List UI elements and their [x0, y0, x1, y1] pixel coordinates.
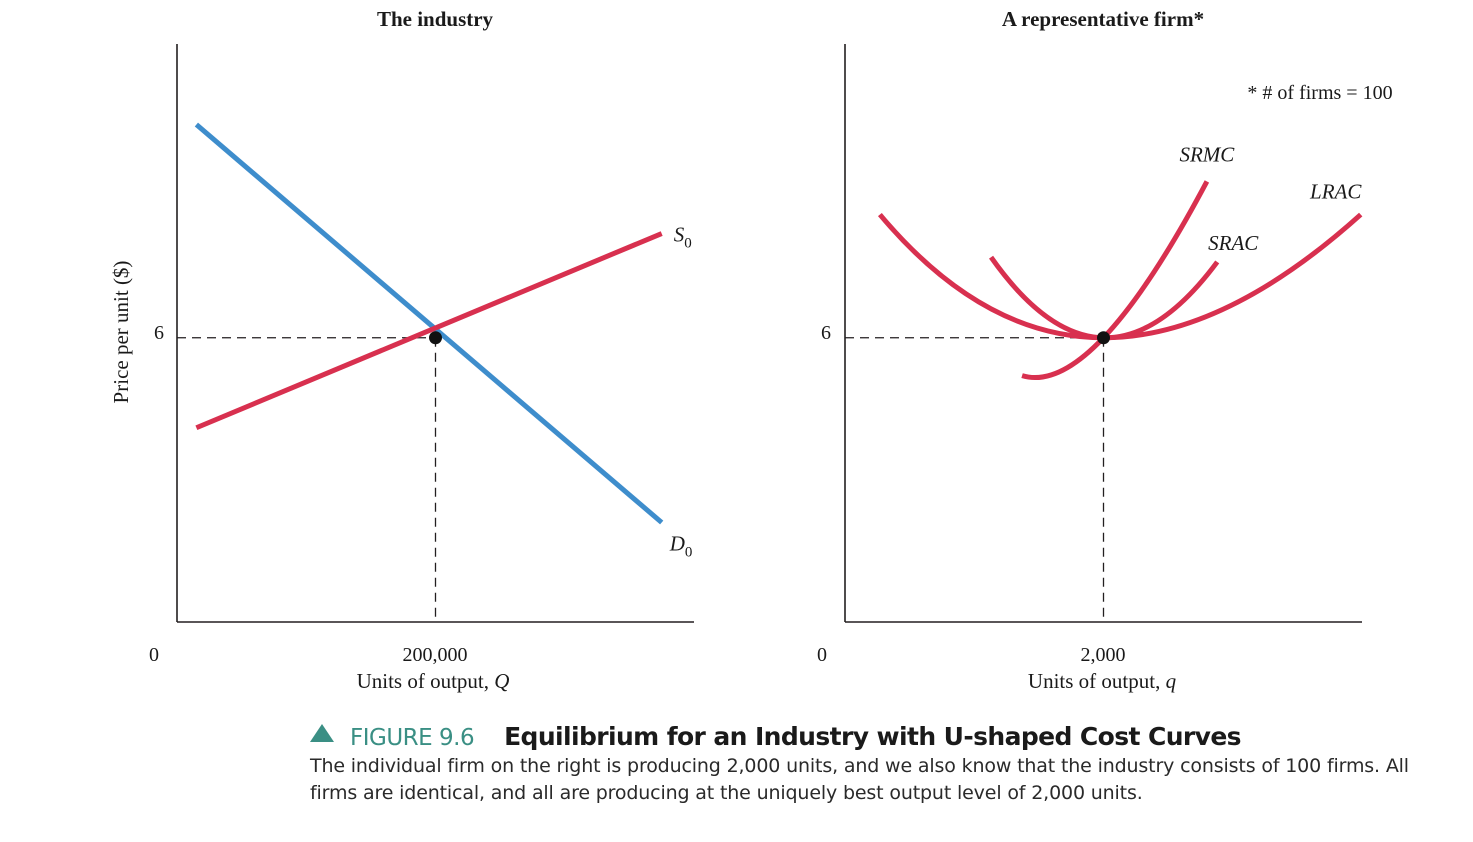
d0-curve [194, 122, 664, 525]
firm-equilibrium-point [1097, 331, 1110, 345]
lrac-label: LRAC [1309, 180, 1362, 204]
d0-label-sub: 0 [685, 545, 693, 561]
industry-equilibrium-point [429, 331, 442, 345]
srac-label: SRAC [1208, 231, 1259, 255]
industry-guides [177, 337, 437, 622]
industry-x-axis-label: Units of output, Q [357, 669, 510, 693]
caption-body: The individual firm on the right is prod… [310, 755, 1409, 804]
srmc-curve [1021, 180, 1210, 380]
firm-x-tick-2000: 2,000 [1081, 644, 1126, 666]
firm-guides [845, 337, 1105, 622]
firm-title: A representative firm* [1002, 7, 1204, 31]
figure-title: Equilibrium for an Industry with U-shape… [504, 722, 1241, 751]
firm-x-axis-label: Units of output, q [1028, 669, 1177, 693]
srmc-label: SRMC [1179, 142, 1235, 166]
s0-label-sub: 0 [684, 236, 692, 252]
triangle-marker-icon [310, 724, 334, 742]
d0-label-main: D [669, 532, 685, 556]
industry-x-tick-200000: 200,000 [403, 644, 468, 666]
y-axis-label: Price per unit ($) [109, 261, 133, 404]
industry-title: The industry [377, 7, 494, 31]
figure-number: FIGURE 9.6 [350, 725, 475, 751]
d0-label: D0 [669, 532, 693, 561]
s0-label-main: S [674, 223, 685, 247]
figure-caption: FIGURE 9.6 Equilibrium for an Industry w… [310, 722, 1420, 807]
industry-x-tick-0: 0 [149, 644, 159, 666]
firm-panel: A representative firm* * # of firms = 10… [817, 7, 1393, 693]
industry-x-axis-label-var: Q [494, 669, 509, 693]
industry-y-tick-6: 6 [154, 322, 164, 344]
firm-curves [877, 180, 1363, 380]
firm-x-tick-0: 0 [817, 644, 827, 666]
firm-labels: SRMC SRAC LRAC [1179, 142, 1362, 255]
industry-curves [194, 122, 664, 525]
s0-label: S0 [674, 223, 692, 252]
firm-x-axis-label-var: q [1166, 669, 1177, 693]
firm-y-tick-6: 6 [821, 322, 831, 344]
firm-x-axis-label-text: Units of output, [1028, 669, 1166, 693]
firm-count-note: * # of firms = 100 [1247, 82, 1392, 104]
industry-x-axis-label-text: Units of output, [357, 669, 495, 693]
caption-heading: FIGURE 9.6 Equilibrium for an Industry w… [310, 722, 1420, 751]
s0-curve [195, 231, 663, 431]
